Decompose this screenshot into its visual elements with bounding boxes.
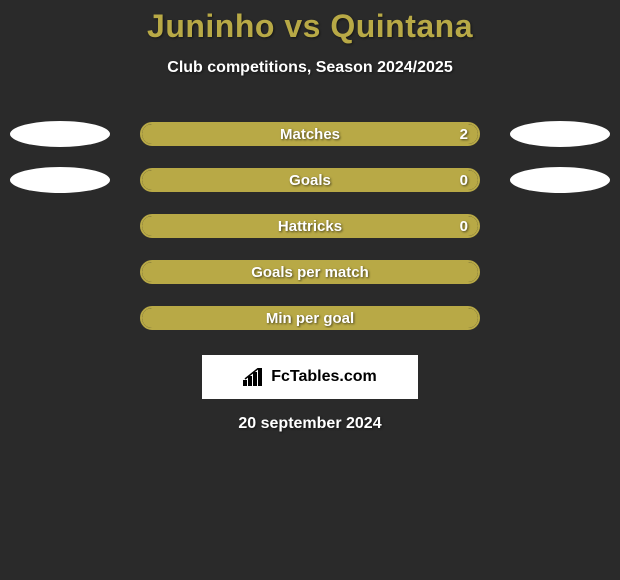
watermark-text: FcTables.com (271, 368, 377, 386)
page-title: Juninho vs Quintana (0, 8, 620, 45)
left-ellipse (10, 121, 110, 147)
right-ellipse (510, 167, 610, 193)
bar-value: 2 (460, 126, 468, 143)
chart-row: Hattricks 0 (0, 203, 620, 249)
right-ellipse (510, 121, 610, 147)
bar-track: Goals per match (140, 260, 480, 284)
chart-row: Goals 0 (0, 157, 620, 203)
bar-label: Goals per match (251, 264, 369, 281)
chart-row: Matches 2 (0, 111, 620, 157)
bar-label: Matches (280, 126, 340, 143)
bar-track: Matches 2 (140, 122, 480, 146)
bar-label: Goals (289, 172, 331, 189)
bar-value: 0 (460, 218, 468, 235)
left-ellipse (10, 167, 110, 193)
bar-track: Hattricks 0 (140, 214, 480, 238)
subtitle: Club competitions, Season 2024/2025 (0, 59, 620, 77)
date-text: 20 september 2024 (0, 415, 620, 433)
chart-icon (243, 368, 265, 386)
bar-value: 0 (460, 172, 468, 189)
bar-label: Min per goal (266, 310, 354, 327)
comparison-infographic: Juninho vs Quintana Club competitions, S… (0, 0, 620, 433)
bar-track: Min per goal (140, 306, 480, 330)
bar-label: Hattricks (278, 218, 342, 235)
watermark: FcTables.com (202, 355, 418, 399)
bar-track: Goals 0 (140, 168, 480, 192)
chart-row: Min per goal (0, 295, 620, 341)
chart-row: Goals per match (0, 249, 620, 295)
chart-area: Matches 2 Goals 0 Hattricks 0 Goals per match M… (0, 111, 620, 341)
